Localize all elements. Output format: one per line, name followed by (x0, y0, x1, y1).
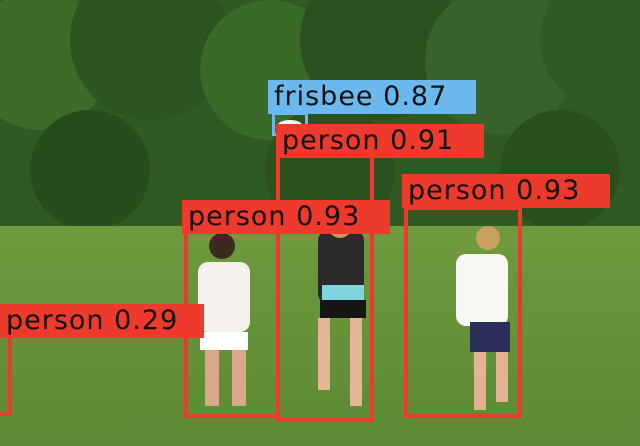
person-score: 0.91 (390, 125, 455, 156)
person-score: 0.29 (114, 305, 179, 336)
person-label-middle: person 0.91 (276, 124, 484, 158)
person-class: person (6, 305, 105, 336)
player-left (198, 233, 250, 406)
person-bounding-box-edge (0, 332, 12, 416)
frisbee-label: frisbee 0.87 (268, 80, 476, 114)
person-label-left: person 0.93 (182, 200, 390, 234)
person-label-edge: person 0.29 (0, 304, 204, 338)
person-bounding-box-middle (276, 152, 374, 422)
player-right (456, 226, 510, 410)
person-class: person (408, 175, 507, 206)
frisbee-score: 0.87 (383, 81, 448, 112)
person-bounding-box-right (404, 206, 522, 418)
frisbee-class: frisbee (274, 81, 374, 112)
person-score: 0.93 (296, 201, 361, 232)
person-class: person (282, 125, 381, 156)
person-class: person (188, 201, 287, 232)
person-label-right: person 0.93 (402, 174, 610, 208)
person-score: 0.93 (516, 175, 581, 206)
